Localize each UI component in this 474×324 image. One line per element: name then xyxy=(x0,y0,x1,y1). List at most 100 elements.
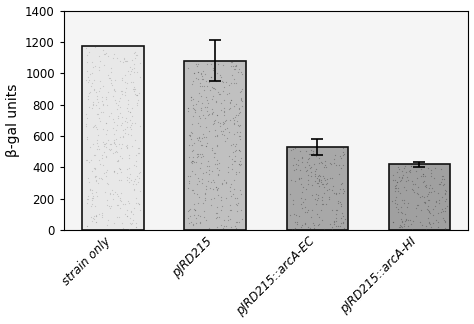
Point xyxy=(226,188,234,193)
Point xyxy=(124,177,131,182)
Point xyxy=(91,123,99,128)
Point xyxy=(196,81,203,86)
Point xyxy=(219,121,227,126)
Point xyxy=(326,175,333,180)
Point xyxy=(211,127,219,132)
Point xyxy=(194,213,202,218)
Point xyxy=(443,188,450,193)
Point xyxy=(94,133,101,138)
Point xyxy=(96,53,103,58)
Point xyxy=(337,165,345,170)
Point xyxy=(424,207,431,213)
Point xyxy=(89,195,96,200)
Point xyxy=(89,102,97,107)
Point xyxy=(202,187,210,192)
Point xyxy=(118,220,126,226)
Point xyxy=(195,135,203,140)
Point xyxy=(123,119,131,124)
Point xyxy=(95,88,103,93)
Point xyxy=(214,89,222,94)
Point xyxy=(205,128,213,133)
Point xyxy=(298,175,305,180)
Point xyxy=(102,140,110,145)
Point xyxy=(193,152,201,157)
Point xyxy=(298,181,305,186)
Point xyxy=(112,127,119,132)
Point xyxy=(132,224,140,229)
Point xyxy=(314,173,322,179)
Point xyxy=(187,136,194,142)
Point xyxy=(395,225,403,230)
Point xyxy=(191,207,199,212)
Point xyxy=(99,83,107,88)
Point xyxy=(231,159,238,164)
Point xyxy=(124,198,132,203)
Point xyxy=(210,177,217,182)
Point xyxy=(403,205,410,210)
Point xyxy=(104,72,111,77)
Point xyxy=(115,142,122,147)
Point xyxy=(123,213,131,218)
Point xyxy=(190,147,197,153)
Point xyxy=(398,224,405,229)
Point xyxy=(114,103,122,108)
Point xyxy=(110,169,118,174)
Point xyxy=(235,147,243,153)
Point xyxy=(409,226,416,232)
Point xyxy=(213,133,221,139)
Point xyxy=(430,188,438,193)
Point xyxy=(105,113,113,119)
Point xyxy=(217,73,224,78)
Point xyxy=(83,223,91,228)
Point xyxy=(439,182,447,187)
Point xyxy=(224,91,231,97)
Point xyxy=(235,161,243,167)
Point xyxy=(292,145,299,150)
Point xyxy=(214,61,222,66)
Point xyxy=(291,156,298,161)
Point xyxy=(289,198,297,203)
Point xyxy=(404,201,411,206)
Point xyxy=(118,142,126,147)
Point xyxy=(112,148,119,153)
Point xyxy=(209,85,216,90)
Point xyxy=(104,218,112,223)
Point xyxy=(309,208,316,213)
Point xyxy=(426,190,433,195)
Point xyxy=(389,178,397,183)
Point xyxy=(128,221,136,226)
Point xyxy=(103,180,111,185)
Point xyxy=(227,182,235,187)
Point xyxy=(216,92,223,97)
Point xyxy=(91,152,99,157)
Point xyxy=(339,187,346,192)
Point xyxy=(404,218,412,223)
Point xyxy=(130,89,137,94)
Point xyxy=(230,131,238,136)
Point xyxy=(191,206,198,211)
Point xyxy=(191,201,198,206)
Point xyxy=(213,205,221,210)
Point xyxy=(202,169,210,175)
Point xyxy=(219,129,227,134)
Point xyxy=(108,80,115,86)
Bar xyxy=(82,46,144,230)
Point xyxy=(190,191,197,196)
Point xyxy=(308,192,316,197)
Point xyxy=(115,202,122,208)
Point xyxy=(292,178,299,183)
Point xyxy=(232,201,239,206)
Point xyxy=(204,101,212,106)
Point xyxy=(441,191,448,197)
Point xyxy=(394,164,402,169)
Point xyxy=(395,175,402,180)
Point xyxy=(132,159,140,164)
Point xyxy=(329,183,337,189)
Point xyxy=(438,194,446,200)
Point xyxy=(214,186,221,191)
Point xyxy=(99,162,107,167)
Point xyxy=(328,226,336,231)
Point xyxy=(398,197,406,202)
Point xyxy=(425,198,433,203)
Point xyxy=(194,69,202,75)
